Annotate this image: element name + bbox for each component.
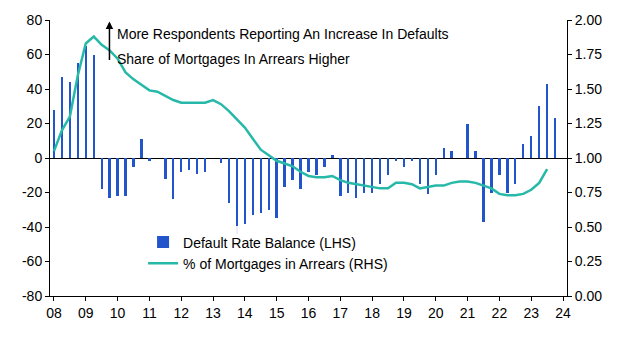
svg-text:60: 60: [27, 46, 43, 62]
svg-text:More Respondents Reporting An: More Respondents Reporting An Increase I…: [117, 26, 449, 42]
svg-text:24: 24: [555, 305, 571, 321]
svg-text:15: 15: [269, 305, 285, 321]
svg-text:1.50: 1.50: [575, 81, 602, 97]
svg-text:16: 16: [301, 305, 317, 321]
svg-text:Share of Mortgages In Arrears: Share of Mortgages In Arrears Higher: [117, 51, 350, 67]
svg-text:14: 14: [237, 305, 253, 321]
svg-text:12: 12: [173, 305, 189, 321]
svg-text:0.75: 0.75: [575, 184, 602, 200]
svg-text:0: 0: [34, 150, 42, 166]
svg-text:80: 80: [27, 12, 43, 28]
svg-text:21: 21: [460, 305, 476, 321]
svg-text:19: 19: [396, 305, 412, 321]
svg-text:-60: -60: [22, 253, 42, 269]
svg-text:2.00: 2.00: [575, 12, 602, 28]
svg-text:1.00: 1.00: [575, 150, 602, 166]
svg-text:10: 10: [110, 305, 126, 321]
svg-text:18: 18: [364, 305, 380, 321]
svg-text:20: 20: [428, 305, 444, 321]
svg-text:20: 20: [27, 115, 43, 131]
svg-text:Default Rate Balance (LHS): Default Rate Balance (LHS): [183, 235, 356, 251]
svg-text:22: 22: [492, 305, 508, 321]
svg-text:1.25: 1.25: [575, 115, 602, 131]
svg-text:0.25: 0.25: [575, 253, 602, 269]
svg-text:09: 09: [78, 305, 94, 321]
svg-text:08: 08: [46, 305, 62, 321]
svg-text:1.75: 1.75: [575, 46, 602, 62]
svg-text:-40: -40: [22, 219, 42, 235]
svg-text:0.00: 0.00: [575, 288, 602, 304]
svg-text:0.50: 0.50: [575, 219, 602, 235]
svg-text:-80: -80: [22, 288, 42, 304]
svg-text:23: 23: [523, 305, 539, 321]
svg-text:40: 40: [27, 81, 43, 97]
svg-text:11: 11: [142, 305, 157, 321]
svg-text:% of Mortgages in Arrears (RHS: % of Mortgages in Arrears (RHS): [183, 256, 388, 272]
svg-text:13: 13: [205, 305, 221, 321]
svg-text:-20: -20: [22, 184, 42, 200]
svg-text:17: 17: [333, 305, 349, 321]
